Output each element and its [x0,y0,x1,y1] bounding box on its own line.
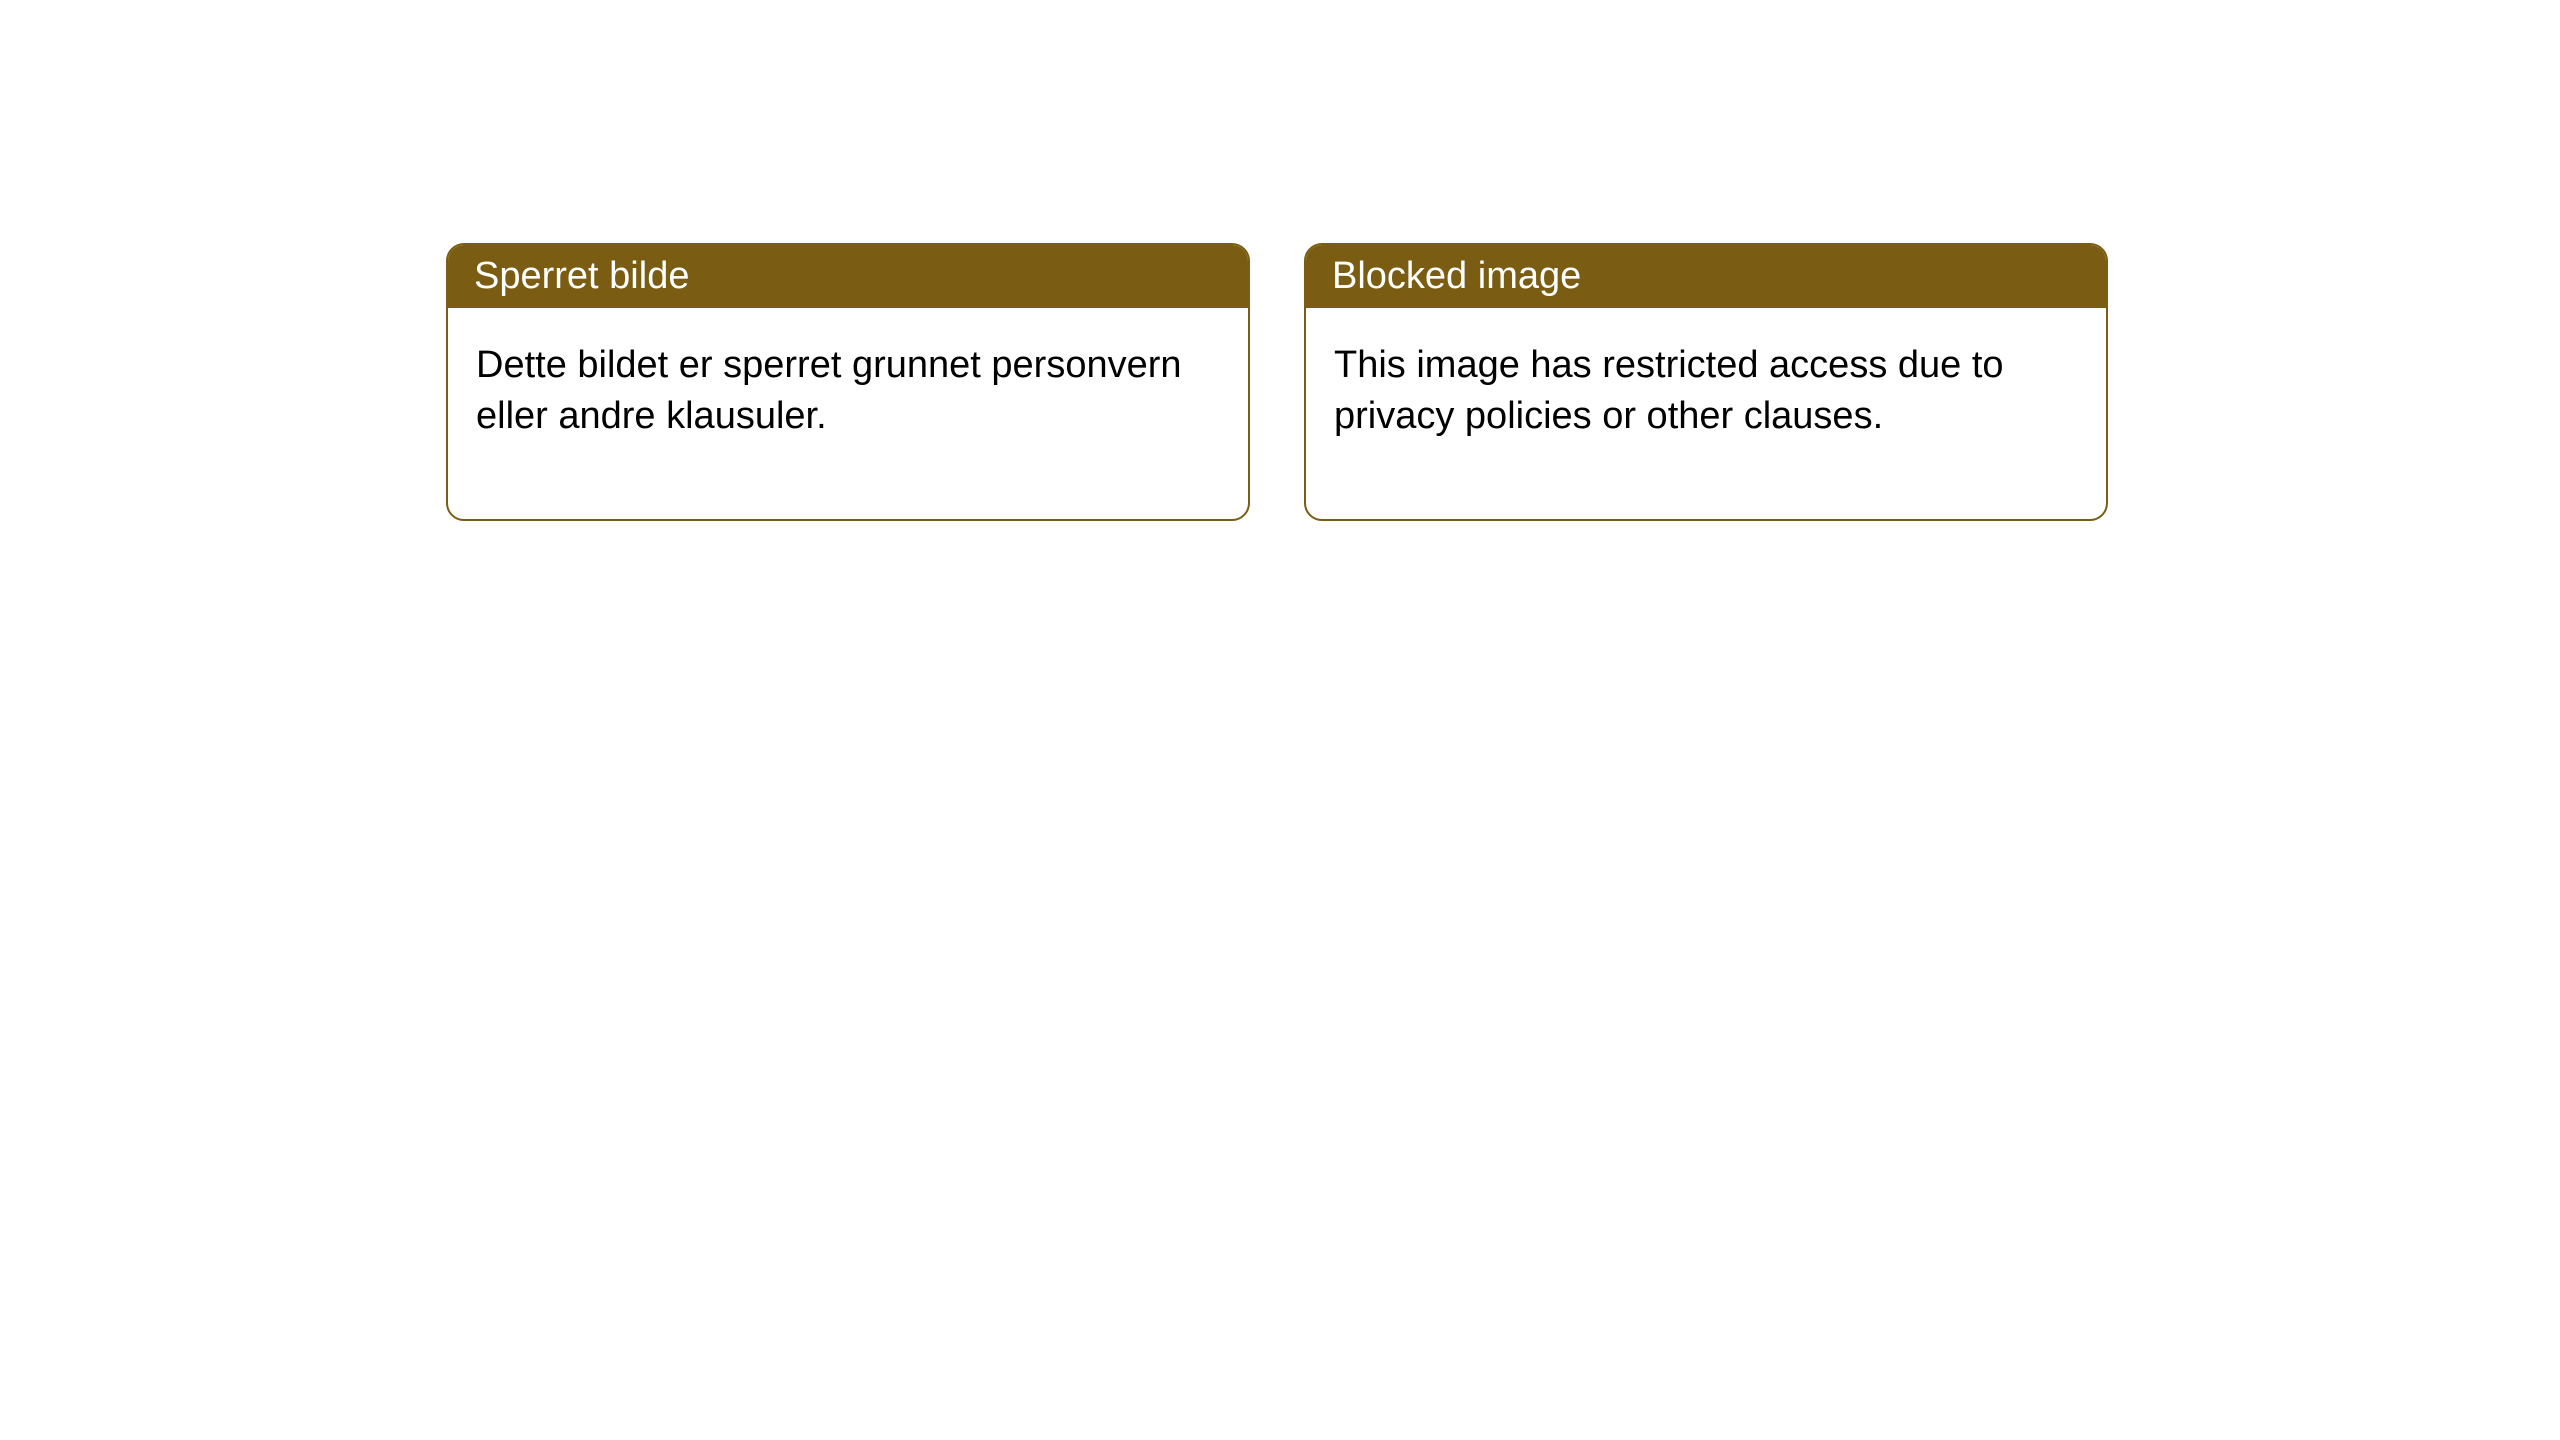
notice-box-english: Blocked image This image has restricted … [1304,243,2108,521]
notice-box-norwegian: Sperret bilde Dette bildet er sperret gr… [446,243,1250,521]
notice-body-text: Dette bildet er sperret grunnet personve… [476,340,1220,443]
notice-body-text: This image has restricted access due to … [1334,340,2078,443]
notice-header: Sperret bilde [448,245,1248,308]
notice-title: Blocked image [1332,255,1581,297]
notice-body: This image has restricted access due to … [1306,308,2106,519]
notice-header: Blocked image [1306,245,2106,308]
notice-body: Dette bildet er sperret grunnet personve… [448,308,1248,519]
notice-title: Sperret bilde [474,255,689,297]
notice-container: Sperret bilde Dette bildet er sperret gr… [446,243,2108,521]
